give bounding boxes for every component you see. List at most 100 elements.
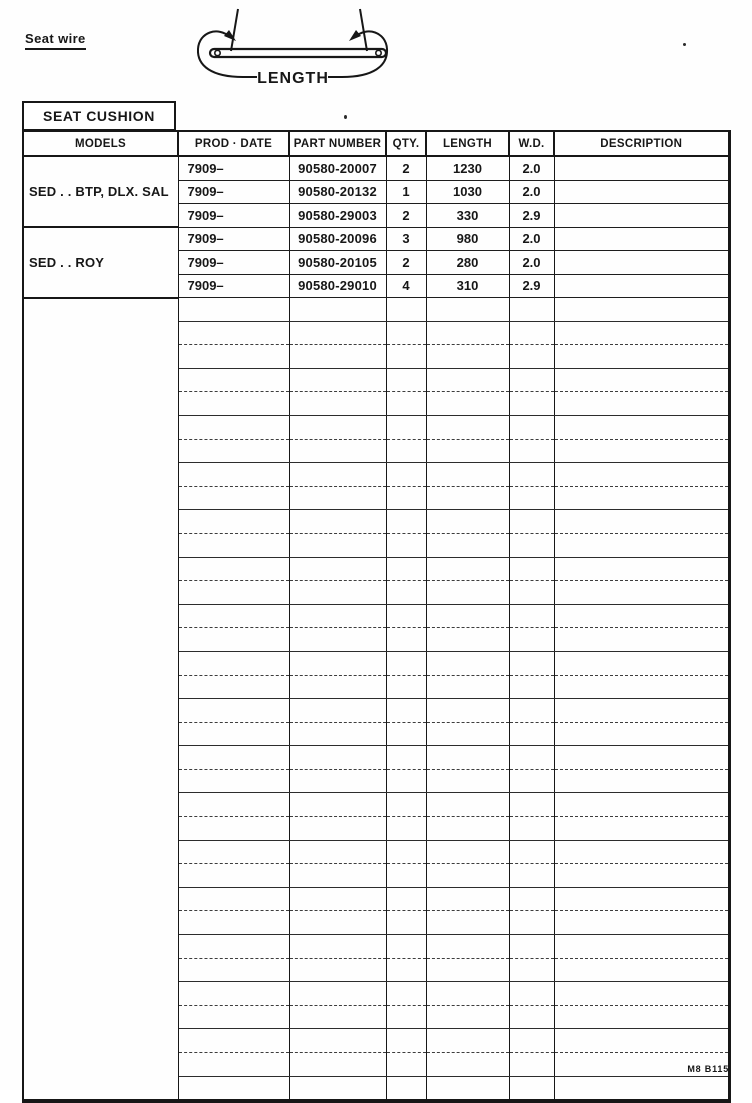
col-header-description: DESCRIPTION: [554, 131, 729, 156]
empty-prod-date-cell: [178, 911, 289, 935]
empty-prod-date-cell: [178, 982, 289, 1006]
empty-prod-date-cell: [178, 769, 289, 793]
length-cell: 330: [426, 204, 509, 228]
empty-description-cell: [554, 911, 729, 935]
empty-part-number-cell: [289, 368, 386, 392]
empty-description-cell: [554, 935, 729, 959]
empty-part-number-cell: [289, 887, 386, 911]
empty-wd-cell: [509, 651, 554, 675]
empty-prod-date-cell: [178, 628, 289, 652]
part-number-cell: 90580-29003: [289, 204, 386, 228]
empty-wd-cell: [509, 1029, 554, 1053]
empty-wd-cell: [509, 699, 554, 723]
empty-prod-date-cell: [178, 439, 289, 463]
empty-length-cell: [426, 439, 509, 463]
empty-wd-cell: [509, 604, 554, 628]
empty-part-number-cell: [289, 817, 386, 841]
qty-cell: 1: [386, 180, 426, 204]
empty-part-number-cell: [289, 746, 386, 770]
empty-prod-date-cell: [178, 675, 289, 699]
empty-part-number-cell: [289, 769, 386, 793]
empty-description-cell: [554, 746, 729, 770]
empty-description-cell: [554, 321, 729, 345]
empty-qty-cell: [386, 368, 426, 392]
empty-prod-date-cell: [178, 1053, 289, 1077]
empty-qty-cell: [386, 651, 426, 675]
header-row: MODELS PROD · DATE PART NUMBER QTY. LENG…: [23, 131, 729, 156]
empty-description-cell: [554, 581, 729, 605]
empty-wd-cell: [509, 533, 554, 557]
empty-qty-cell: [386, 722, 426, 746]
empty-description-cell: [554, 722, 729, 746]
empty-qty-cell: [386, 439, 426, 463]
empty-description-cell: [554, 298, 729, 322]
empty-description-cell: [554, 604, 729, 628]
empty-prod-date-cell: [178, 557, 289, 581]
qty-cell: 2: [386, 204, 426, 228]
empty-length-cell: [426, 769, 509, 793]
empty-description-cell: [554, 840, 729, 864]
empty-wd-cell: [509, 793, 554, 817]
empty-length-cell: [426, 722, 509, 746]
empty-part-number-cell: [289, 651, 386, 675]
empty-qty-cell: [386, 604, 426, 628]
col-header-models: MODELS: [23, 131, 178, 156]
qty-cell: 2: [386, 251, 426, 275]
part-number-cell: 90580-20132: [289, 180, 386, 204]
empty-wd-cell: [509, 911, 554, 935]
empty-table-row: [23, 298, 729, 322]
col-header-part-number: PART NUMBER: [289, 131, 386, 156]
prod-date-cell: 7909–: [178, 204, 289, 228]
empty-qty-cell: [386, 840, 426, 864]
empty-part-number-cell: [289, 675, 386, 699]
empty-length-cell: [426, 864, 509, 888]
empty-prod-date-cell: [178, 392, 289, 416]
empty-prod-date-cell: [178, 887, 289, 911]
empty-qty-cell: [386, 463, 426, 487]
empty-wd-cell: [509, 840, 554, 864]
empty-wd-cell: [509, 1053, 554, 1077]
wd-cell: 2.9: [509, 204, 554, 228]
empty-length-cell: [426, 321, 509, 345]
right-extension-line: [360, 9, 367, 51]
empty-wd-cell: [509, 675, 554, 699]
wd-cell: 2.0: [509, 227, 554, 251]
noise-speck: [683, 43, 686, 46]
empty-part-number-cell: [289, 911, 386, 935]
empty-length-cell: [426, 935, 509, 959]
description-cell: [554, 204, 729, 228]
empty-prod-date-cell: [178, 533, 289, 557]
empty-wd-cell: [509, 628, 554, 652]
empty-description-cell: [554, 982, 729, 1006]
empty-qty-cell: [386, 392, 426, 416]
part-number-cell: 90580-20096: [289, 227, 386, 251]
empty-prod-date-cell: [178, 345, 289, 369]
description-cell: [554, 156, 729, 180]
prod-date-cell: 7909–: [178, 156, 289, 180]
empty-wd-cell: [509, 298, 554, 322]
empty-wd-cell: [509, 510, 554, 534]
empty-qty-cell: [386, 533, 426, 557]
empty-wd-cell: [509, 722, 554, 746]
qty-cell: 4: [386, 274, 426, 298]
empty-description-cell: [554, 628, 729, 652]
empty-description-cell: [554, 1005, 729, 1029]
right-arrowhead-icon: [349, 30, 361, 41]
length-cell: 1030: [426, 180, 509, 204]
empty-length-cell: [426, 463, 509, 487]
empty-length-cell: [426, 675, 509, 699]
wd-cell: 2.0: [509, 180, 554, 204]
empty-wd-cell: [509, 769, 554, 793]
empty-length-cell: [426, 1053, 509, 1077]
empty-prod-date-cell: [178, 958, 289, 982]
empty-qty-cell: [386, 911, 426, 935]
empty-length-cell: [426, 911, 509, 935]
empty-part-number-cell: [289, 557, 386, 581]
part-number-cell: 90580-29010: [289, 274, 386, 298]
empty-description-cell: [554, 675, 729, 699]
empty-wd-cell: [509, 887, 554, 911]
empty-qty-cell: [386, 1005, 426, 1029]
